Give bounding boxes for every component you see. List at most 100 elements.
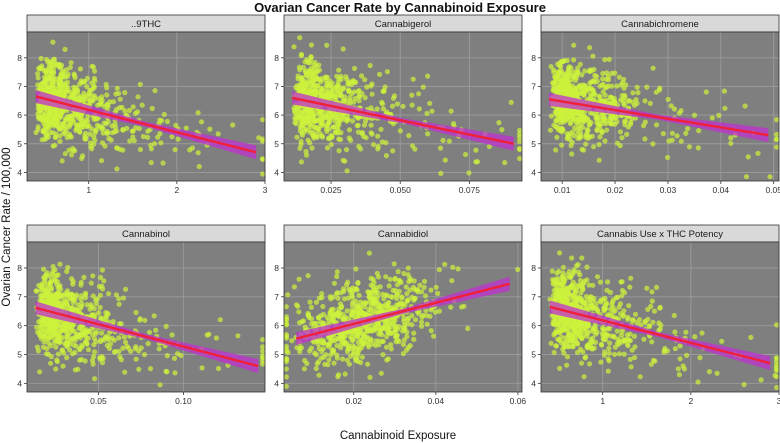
data-point: [401, 315, 407, 322]
data-point: [582, 326, 588, 332]
data-point: [59, 92, 65, 99]
data-point: [774, 131, 780, 138]
data-point: [151, 141, 158, 147]
data-point: [114, 85, 120, 91]
data-point: [616, 74, 622, 80]
data-point: [57, 261, 63, 267]
data-point: [53, 344, 59, 350]
data-point: [57, 138, 63, 144]
data-point: [371, 142, 377, 148]
data-point: [340, 86, 346, 92]
data-point: [416, 91, 422, 97]
data-point: [458, 304, 465, 310]
data-point: [320, 115, 326, 121]
data-point: [381, 296, 387, 302]
data-point: [90, 98, 96, 104]
data-point: [90, 64, 96, 70]
trend-line: [548, 98, 769, 137]
data-point: [588, 79, 594, 85]
data-point: [609, 83, 615, 89]
data-point: [340, 157, 346, 163]
data-point: [598, 341, 605, 348]
data-point: [99, 360, 106, 366]
data-point: [309, 110, 315, 116]
data-point: [584, 264, 590, 270]
data-point: [433, 284, 439, 290]
data-point: [578, 290, 584, 296]
data-point: [357, 305, 363, 311]
panel-border: [26, 241, 266, 393]
data-point: [619, 93, 625, 99]
data-point: [391, 306, 397, 312]
data-point: [584, 297, 590, 303]
x-tick-label: 0.050: [390, 185, 412, 195]
data-point: [562, 84, 568, 90]
data-point: [42, 277, 48, 283]
data-point: [337, 111, 343, 118]
data-point: [620, 313, 626, 319]
data-point: [719, 338, 725, 344]
data-point: [370, 341, 376, 347]
data-point: [570, 271, 576, 277]
data-point: [313, 131, 319, 138]
data-point: [550, 281, 556, 287]
data-point: [376, 342, 382, 348]
data-point: [411, 278, 417, 284]
data-point: [407, 343, 413, 349]
data-point: [48, 343, 54, 349]
data-point: [362, 95, 368, 101]
data-point: [405, 317, 411, 323]
data-point: [412, 317, 419, 323]
data-point: [207, 126, 213, 132]
data-point: [614, 328, 620, 334]
data-point: [160, 160, 166, 166]
data-point: [116, 335, 122, 341]
data-point: [43, 133, 49, 139]
data-point: [674, 133, 680, 139]
data-point: [260, 348, 266, 354]
data-point: [420, 84, 426, 90]
data-point: [391, 93, 398, 99]
data-point: [601, 336, 607, 343]
data-point: [743, 174, 750, 180]
data-point: [134, 109, 141, 115]
data-point: [363, 324, 369, 330]
data-point: [283, 304, 289, 310]
data-point: [496, 120, 502, 126]
data-point: [774, 117, 780, 123]
data-point: [380, 88, 386, 94]
data-point: [660, 131, 666, 137]
data-point: [697, 355, 703, 361]
data-point: [563, 298, 569, 304]
data-point: [112, 124, 118, 130]
data-point: [283, 317, 289, 323]
data-point: [338, 290, 344, 296]
data-point: [714, 370, 720, 376]
data-point: [603, 301, 610, 307]
data-point: [308, 42, 314, 48]
data-point: [603, 121, 609, 127]
data-point: [631, 333, 638, 339]
data-point: [605, 332, 611, 338]
data-point: [644, 84, 650, 90]
data-point: [355, 280, 361, 286]
data-point: [607, 120, 613, 126]
data-point: [653, 284, 660, 290]
data-point: [361, 122, 368, 128]
data-point: [672, 329, 678, 335]
data-point: [409, 92, 415, 98]
data-point: [651, 308, 658, 314]
data-point: [425, 73, 431, 79]
data-point: [307, 299, 313, 305]
data-point: [43, 125, 49, 131]
panel-strip-label: Cannabigerol: [375, 19, 432, 30]
data-point: [774, 384, 780, 391]
data-point: [602, 57, 608, 63]
data-point: [92, 78, 98, 84]
data-point: [314, 68, 321, 74]
data-point: [37, 297, 43, 303]
y-tick-label: 6: [17, 110, 22, 120]
data-point: [580, 82, 587, 88]
data-point: [156, 346, 162, 352]
data-point: [405, 265, 411, 271]
